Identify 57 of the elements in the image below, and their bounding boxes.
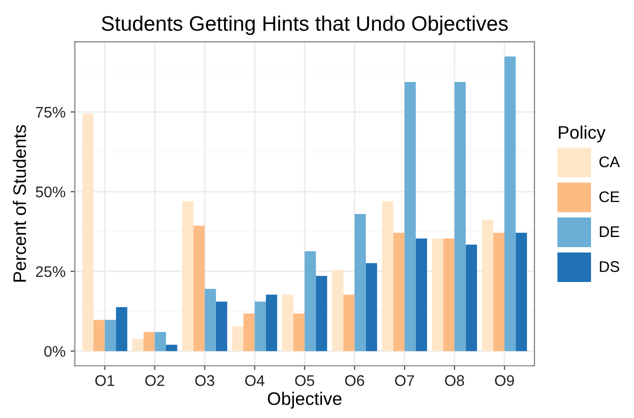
x-tick-label: O8	[445, 375, 464, 386]
bar	[404, 82, 416, 352]
x-tick-label: O4	[245, 375, 264, 386]
legend-label: DS	[600, 261, 620, 272]
bar	[466, 244, 478, 352]
bar	[144, 332, 155, 352]
bar	[82, 114, 94, 352]
bar	[204, 288, 216, 352]
bar	[182, 201, 194, 352]
bar	[116, 307, 128, 352]
bar	[94, 320, 105, 352]
bar	[332, 270, 344, 352]
x-tick-label: O3	[195, 375, 214, 386]
bar	[504, 56, 516, 352]
x-tick-label: O7	[395, 375, 414, 386]
bar	[266, 294, 278, 352]
bar	[482, 220, 494, 352]
x-tick-label: O9	[495, 375, 514, 386]
bar	[416, 238, 428, 352]
x-axis-title: Objective	[268, 392, 342, 409]
bar	[354, 214, 366, 352]
bar	[166, 344, 178, 352]
legend-label: CE	[599, 191, 620, 202]
y-tick-label: 25%	[36, 266, 66, 278]
legend-label: DE	[600, 226, 620, 237]
x-tick-label: O1	[95, 375, 114, 386]
bar	[432, 238, 444, 352]
y-tick-label: 50%	[36, 186, 66, 198]
bar	[193, 226, 205, 352]
y-axis-title: Percent of Students	[12, 125, 26, 282]
bar	[443, 238, 455, 352]
bar	[243, 313, 255, 352]
bar	[293, 313, 305, 352]
x-tick-label: O5	[295, 375, 314, 386]
bar	[282, 294, 294, 352]
legend-title: Policy	[558, 126, 606, 142]
bar	[254, 302, 266, 352]
y-tick-label: 0%	[44, 346, 66, 357]
bar	[154, 332, 166, 352]
bar	[382, 201, 394, 352]
bar	[304, 251, 316, 352]
bar	[232, 326, 244, 352]
bar	[216, 302, 228, 352]
x-tick-label: O2	[145, 375, 164, 386]
bar	[493, 232, 504, 352]
bar	[104, 320, 116, 352]
x-tick-label: O6	[345, 375, 364, 386]
bar	[454, 82, 466, 352]
bar	[516, 232, 527, 352]
chart-title: Students Getting Hints that Undo Objectives	[102, 16, 508, 36]
y-tick-label: 75%	[36, 106, 66, 118]
bar	[343, 294, 355, 352]
bar	[316, 276, 328, 352]
bar	[366, 263, 378, 352]
legend-label: CA	[599, 156, 620, 168]
bar	[393, 232, 405, 352]
bar	[132, 338, 144, 352]
